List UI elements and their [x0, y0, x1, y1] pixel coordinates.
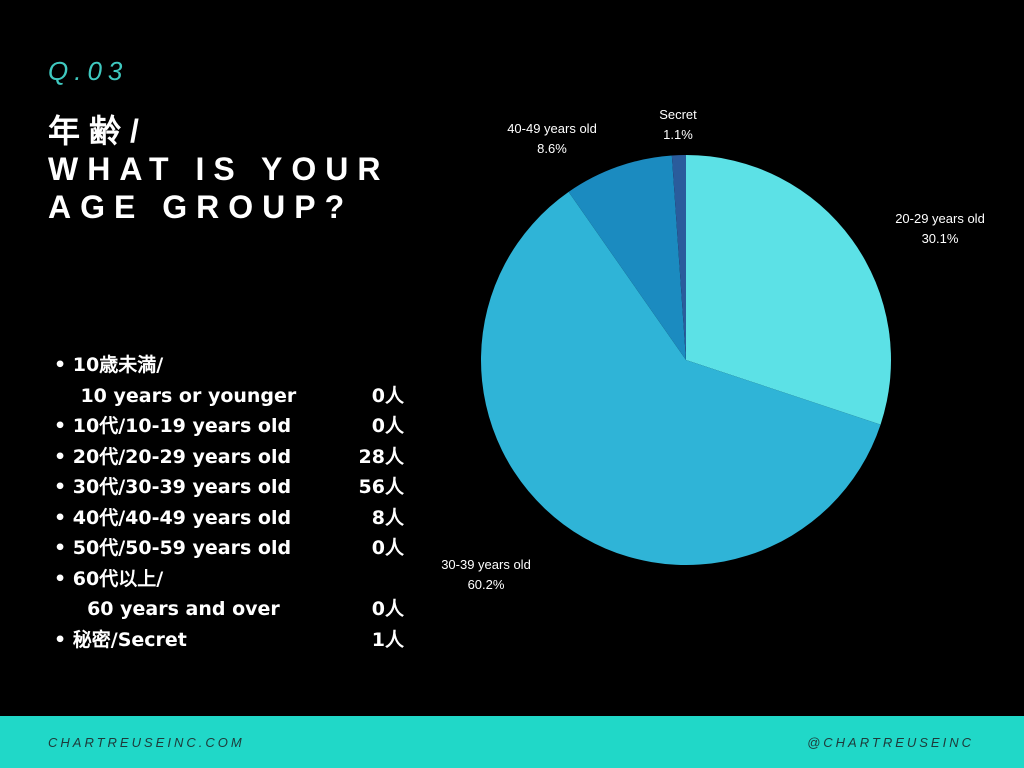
list-item: 10 years or younger 0人	[54, 381, 404, 412]
pie-slice	[671, 155, 686, 360]
age-label: 60 years and over	[54, 598, 280, 620]
pie-slice	[686, 155, 891, 425]
age-label: 10 years or younger	[54, 384, 297, 407]
slice-percent: 30.1%	[922, 231, 959, 246]
list-item: • 50代/50-59 years old 0人	[54, 533, 404, 564]
list-item: • 30代/30-39 years old 56人	[54, 472, 404, 503]
age-count: 56人	[358, 476, 404, 498]
list-item: • 40代/40-49 years old 8人	[54, 503, 404, 534]
slice-label: 30-39 years old	[441, 557, 531, 572]
slice-percent: 1.1%	[663, 127, 693, 142]
list-item: 60 years and over 0人	[54, 594, 404, 625]
slice-label: 20-29 years old	[895, 211, 985, 226]
age-label: • 30代/30-39 years old	[54, 476, 292, 498]
list-item: • 20代/20-29 years old 28人	[54, 442, 404, 473]
footer: CHARTREUSEINC.COM @CHARTREUSEINC	[0, 716, 1024, 768]
list-item: • 10歳未満/	[54, 350, 404, 381]
title-line: AGE GROUP?	[48, 189, 354, 225]
age-count: 0人	[371, 598, 404, 620]
age-label: • 秘密/Secret	[54, 628, 187, 651]
question-number: Q.03	[48, 56, 129, 86]
slice-label: 40-49 years old	[507, 121, 597, 136]
age-count: 0人	[371, 384, 404, 407]
age-label: • 20代/20-29 years old	[54, 445, 292, 468]
footer-handle: @CHARTREUSEINC	[807, 735, 974, 750]
age-count: 0人	[371, 415, 404, 437]
age-label: • 10歳未満/	[54, 354, 164, 376]
age-label: • 60代以上/	[54, 567, 164, 590]
age-breakdown-list: • 10歳未満/ 10 years or younger 0人 • 10代/10-1…	[54, 350, 404, 655]
slice-percent: 60.2%	[468, 577, 505, 592]
page-title: 年齢/ WHAT IS YOUR AGE GROUP?	[48, 112, 389, 226]
age-label: • 10代/10-19 years old	[54, 415, 292, 437]
slice-percent: 8.6%	[537, 141, 567, 156]
pie-chart: 20-29 years old 30.1% 30-39 years old 60.2%…	[441, 107, 985, 592]
title-line: 年齢/	[48, 113, 148, 149]
pie-slice	[480, 191, 881, 566]
pie-slice	[568, 155, 686, 360]
age-label: • 40代/40-49 years old	[54, 506, 292, 529]
list-item: • 秘密/Secret 1人	[54, 625, 404, 656]
age-count: 8人	[371, 506, 404, 529]
footer-website: CHARTREUSEINC.COM	[48, 735, 245, 750]
title-line: WHAT IS YOUR	[48, 151, 390, 187]
age-count: 0人	[371, 537, 404, 559]
list-item: • 10代/10-19 years old 0人	[54, 411, 404, 442]
age-count: 28人	[358, 445, 404, 468]
age-count: 1人	[371, 628, 404, 651]
list-item: • 60代以上/	[54, 564, 404, 595]
age-label: • 50代/50-59 years old	[54, 537, 292, 559]
slice-label: Secret	[659, 107, 697, 122]
